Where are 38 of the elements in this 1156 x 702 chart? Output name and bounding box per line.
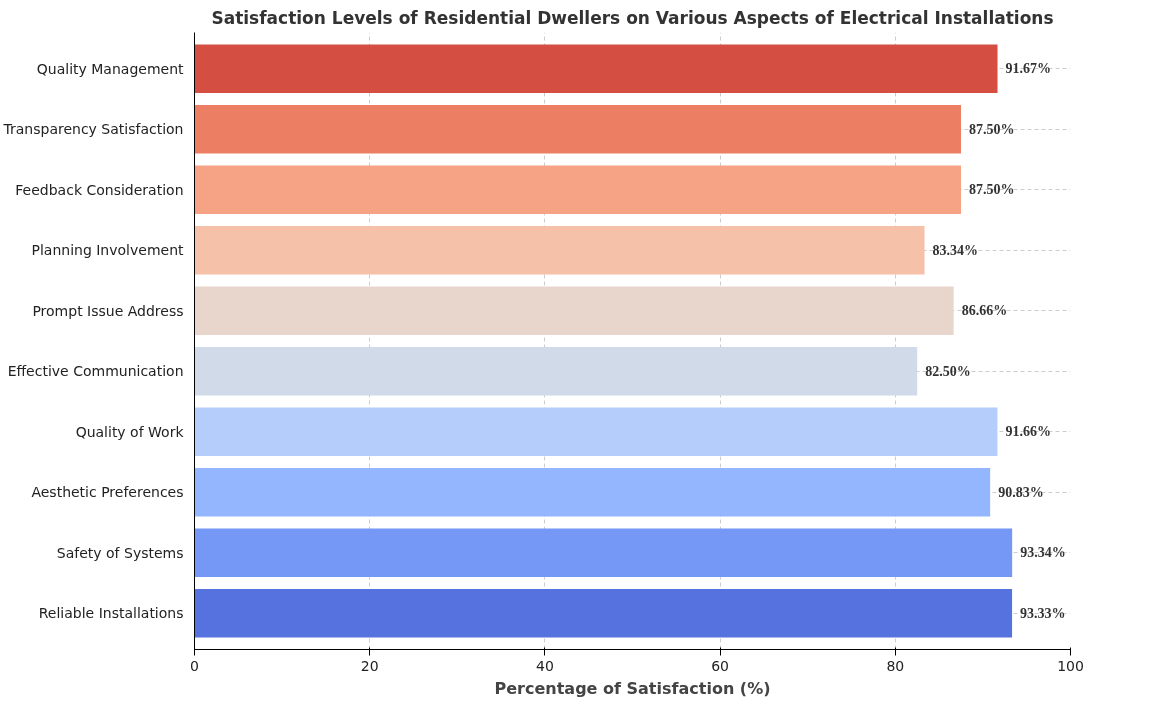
data-label: 93.33% bbox=[1020, 605, 1066, 621]
bar bbox=[194, 44, 998, 93]
data-label: 82.50% bbox=[925, 363, 971, 379]
y-tick-label: Prompt Issue Address bbox=[32, 302, 184, 319]
y-tick-label: Feedback Consideration bbox=[15, 181, 184, 198]
data-label: 93.34% bbox=[1020, 545, 1066, 561]
data-label: 86.66% bbox=[961, 303, 1008, 319]
y-tick-label: Effective Communication bbox=[7, 363, 184, 380]
x-tick-label: 100 bbox=[1057, 657, 1084, 674]
data-label: 87.50% bbox=[969, 121, 1015, 137]
bar bbox=[194, 286, 954, 335]
y-tick-label: Transparency Satisfaction bbox=[2, 121, 184, 138]
bar bbox=[194, 165, 961, 214]
x-tick-label: 0 bbox=[190, 657, 199, 674]
x-tick-label: 60 bbox=[711, 657, 730, 674]
y-tick-label: Quality Management bbox=[36, 60, 185, 77]
data-label: 87.50% bbox=[969, 182, 1015, 198]
y-tick-label: Quality of Work bbox=[75, 423, 185, 440]
x-axis-title: Percentage of Satisfaction (%) bbox=[494, 678, 771, 698]
x-tick-label: 20 bbox=[360, 657, 379, 674]
bar bbox=[194, 347, 918, 396]
y-tick-label: Planning Involvement bbox=[31, 242, 185, 259]
data-label: 91.66% bbox=[1005, 424, 1051, 440]
bar bbox=[194, 589, 1013, 638]
data-label: 90.83% bbox=[998, 484, 1044, 500]
bar bbox=[194, 105, 961, 154]
x-tick-label: 40 bbox=[535, 657, 554, 674]
bar bbox=[194, 226, 925, 275]
data-label: 91.67% bbox=[1005, 61, 1052, 77]
y-tick-label: Safety of Systems bbox=[56, 544, 184, 561]
x-tick-label: 80 bbox=[886, 657, 905, 674]
y-tick-label: Reliable Installations bbox=[38, 605, 184, 622]
bar bbox=[194, 468, 991, 517]
chart-title: Satisfaction Levels of Residential Dwellers on Various Aspects of Electrical Installations bbox=[211, 7, 1054, 28]
y-tick-label: Aesthetic Preferences bbox=[31, 484, 184, 501]
data-label: 83.34% bbox=[932, 242, 979, 258]
bar bbox=[194, 407, 998, 456]
bar bbox=[194, 528, 1013, 577]
